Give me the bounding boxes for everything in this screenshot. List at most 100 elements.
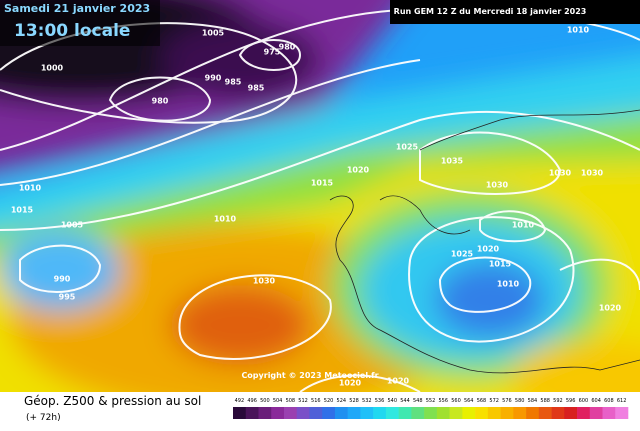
colorbar-tick-label: 568	[477, 398, 487, 404]
isobar-label: 980	[279, 43, 296, 52]
isobar-label: 1030	[253, 277, 276, 286]
isobar-label: 1005	[202, 29, 225, 38]
isobar-label: 1020	[477, 245, 500, 254]
copyright: Copyright © 2023 Meteociel.fr	[241, 371, 378, 380]
colorbar-tick-label: 512	[298, 398, 308, 404]
colorbar-tick-label: 552	[426, 398, 436, 404]
colorbar-tick-label: 540	[388, 398, 398, 404]
colorbar-tick-label: 532	[362, 398, 372, 404]
colorbar-cell	[283, 407, 298, 419]
isobar-label: 1035	[441, 157, 464, 166]
isobar-label: 1015	[311, 179, 334, 188]
colorbar-tick-label: 604	[591, 398, 601, 404]
isobar-label: 985	[225, 78, 242, 87]
colorbar-tick-label: 544	[400, 398, 410, 404]
isobar-label: 1020	[347, 166, 370, 175]
colorbar-cell	[564, 407, 578, 419]
colorbar-cell	[538, 407, 552, 419]
colorbar-cell	[449, 407, 463, 419]
colorbar-cell	[258, 407, 272, 419]
isobar-label: 1030	[581, 169, 604, 178]
colorbar-cell	[462, 407, 476, 419]
isobar-label: 990	[54, 275, 71, 284]
isobar-label: 1010	[19, 184, 42, 193]
colorbar-tick-label: 548	[413, 398, 423, 404]
isobar-label: 1010	[567, 26, 590, 35]
colorbar-cell	[309, 407, 323, 419]
isobar-label: 980	[152, 97, 169, 106]
isobar-label: 1010	[214, 215, 237, 224]
isobar-label: 1025	[396, 143, 419, 152]
colorbar-cell	[436, 407, 450, 419]
colorbar-cell	[500, 407, 514, 419]
isobar-label: 1020	[599, 304, 622, 313]
colorbar-tick-label: 500	[260, 398, 270, 404]
isobar-label: 1020	[387, 377, 410, 386]
coastlines	[329, 109, 640, 374]
colorbar-tick-label: 612	[617, 398, 627, 404]
isobar-label: 1005	[61, 221, 84, 230]
colorbar-tick-label: 492	[235, 398, 245, 404]
footer-lead: (+ 72h)	[26, 413, 61, 423]
colorbar-tick-label: 600	[579, 398, 589, 404]
colorbar-tick-label: 556	[438, 398, 448, 404]
colorbar-tick-label: 584	[528, 398, 538, 404]
colorbar-tick-label: 528	[349, 398, 359, 404]
colorbar-cell	[602, 407, 616, 419]
isobar-label: 1000	[41, 64, 64, 73]
run: Run GEM 12 Z du Mercredi 18 janvier 2023	[394, 7, 587, 16]
colorbar-tick-label: 596	[566, 398, 576, 404]
colorbar-tick-label: 608	[604, 398, 614, 404]
isobars	[0, 8, 640, 392]
colorbar-cell	[398, 407, 412, 419]
colorbar-cell	[373, 407, 387, 419]
colorbar-cell	[487, 407, 501, 419]
colorbar-tick-label: 516	[311, 398, 321, 404]
colorbar-tick-label: 588	[540, 398, 550, 404]
colorbar-cell	[551, 407, 565, 419]
colorbar-cell	[577, 407, 591, 419]
colorbar-cell	[424, 407, 438, 419]
date: Samedi 21 janvier 2023	[4, 2, 150, 15]
colorbar-cell	[271, 407, 285, 419]
isobar-label: 1015	[489, 260, 512, 269]
isobar-label: 990	[205, 74, 222, 83]
colorbar-tick-label: 508	[286, 398, 296, 404]
colorbar-cell	[475, 407, 489, 419]
run-box	[390, 0, 640, 24]
date-box	[0, 0, 160, 46]
colorbar-cell	[233, 407, 247, 419]
isobar-label: 1030	[549, 169, 572, 178]
isobar-label: 1025	[451, 250, 474, 259]
isobar-label: 985	[248, 84, 265, 93]
colorbar-tick-label: 564	[464, 398, 474, 404]
colorbar-cell	[347, 407, 361, 419]
colorbar-cell	[334, 407, 348, 419]
isobar-label: 1010	[497, 280, 520, 289]
isobar-label: 1010	[512, 221, 535, 230]
colorbar-cell	[360, 407, 374, 419]
colorbar-tick-label: 572	[489, 398, 499, 404]
colorbar-tick-label: 592	[553, 398, 563, 404]
colorbar-cell	[411, 407, 425, 419]
colorbar-tick-label: 524	[337, 398, 347, 404]
colorbar-cell	[589, 407, 603, 419]
colorbar-tick-label: 576	[502, 398, 512, 404]
colorbar-cell	[513, 407, 527, 419]
colorbar-cell	[322, 407, 336, 419]
colorbar-cell	[245, 407, 259, 419]
colorbar-tick-label: 520	[324, 398, 334, 404]
time: 13:00 locale	[14, 21, 130, 41]
colorbar-cell	[526, 407, 540, 419]
colorbar-tick-label: 580	[515, 398, 525, 404]
colorbar-cell	[296, 407, 310, 419]
colorbar-tick-label: 504	[273, 398, 283, 404]
colorbar-cell	[615, 407, 629, 419]
isobar-label: 1030	[486, 181, 509, 190]
colorbar-tick-label: 496	[247, 398, 257, 404]
isobar-label: 1015	[11, 206, 34, 215]
isobar-label: 1020	[339, 379, 362, 388]
